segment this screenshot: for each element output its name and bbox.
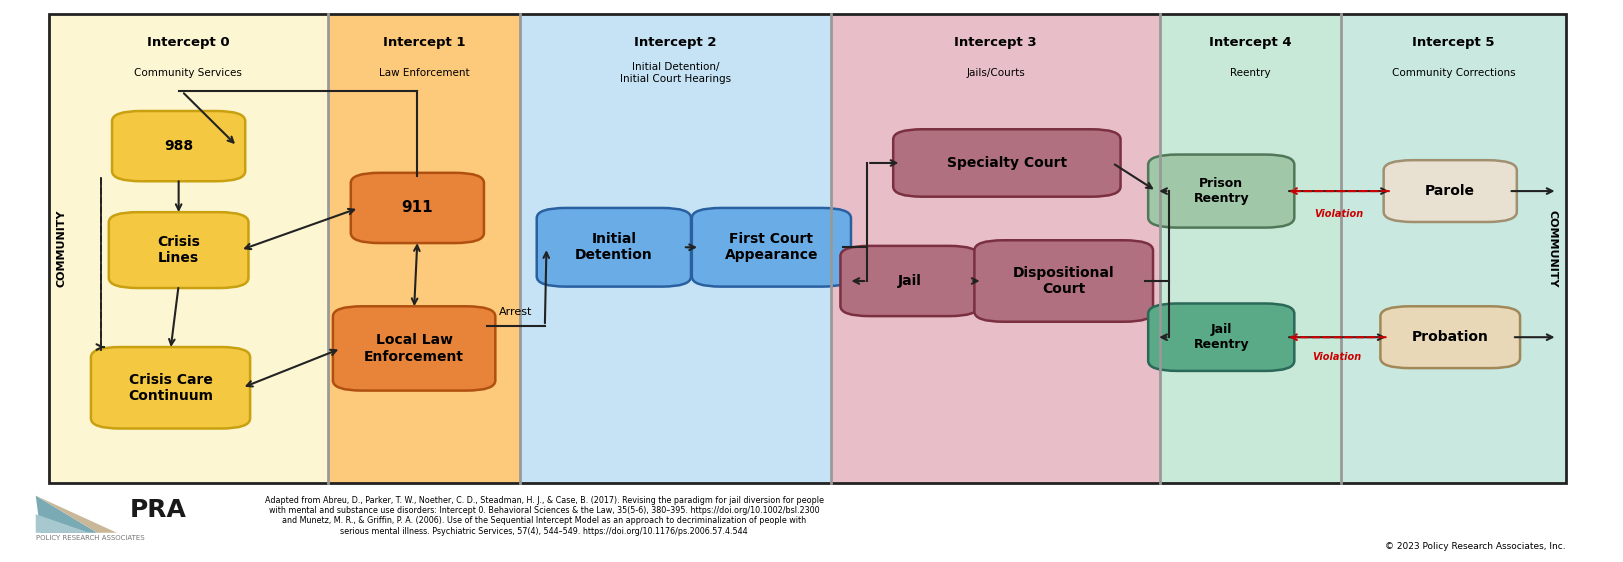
Text: Community Corrections: Community Corrections (1391, 68, 1514, 78)
Text: Intercept 0: Intercept 0 (148, 35, 229, 49)
FancyBboxPatch shape (1380, 306, 1519, 368)
Text: Intercept 3: Intercept 3 (954, 35, 1035, 49)
Text: Reentry: Reentry (1229, 68, 1271, 78)
FancyBboxPatch shape (1383, 160, 1516, 222)
FancyBboxPatch shape (109, 212, 248, 288)
Text: POLICY RESEARCH ASSOCIATES: POLICY RESEARCH ASSOCIATES (36, 536, 144, 541)
Polygon shape (36, 514, 89, 533)
Text: Adapted from Abreu, D., Parker, T. W., Noether, C. D., Steadman, H. J., & Case, : Adapted from Abreu, D., Parker, T. W., N… (265, 496, 823, 536)
FancyBboxPatch shape (893, 129, 1120, 197)
Text: Prison
Reentry: Prison Reentry (1193, 177, 1248, 205)
Text: Arrest: Arrest (498, 307, 532, 317)
FancyBboxPatch shape (537, 208, 691, 287)
Text: Intercept 2: Intercept 2 (635, 35, 716, 49)
Bar (1341, 14, 1565, 483)
Text: Community Services: Community Services (135, 68, 242, 78)
Bar (328, 14, 519, 483)
Text: Jail: Jail (898, 274, 920, 288)
FancyBboxPatch shape (91, 347, 250, 428)
Text: 911: 911 (401, 201, 433, 215)
FancyBboxPatch shape (112, 111, 245, 181)
Text: Violation: Violation (1311, 352, 1362, 362)
Text: Jail
Reentry: Jail Reentry (1193, 323, 1248, 351)
Bar (519, 14, 831, 483)
Text: © 2023 Policy Research Associates, Inc.: © 2023 Policy Research Associates, Inc. (1384, 542, 1565, 551)
Text: Crisis Care
Continuum: Crisis Care Continuum (128, 373, 213, 403)
Text: Parole: Parole (1425, 184, 1474, 198)
Bar (49, 14, 1565, 483)
Polygon shape (36, 496, 97, 533)
Bar (1159, 14, 1341, 483)
Text: Local Law
Enforcement: Local Law Enforcement (364, 333, 464, 364)
Text: COMMUNITY: COMMUNITY (1547, 210, 1556, 287)
FancyBboxPatch shape (841, 246, 977, 316)
FancyBboxPatch shape (351, 173, 484, 243)
Text: Initial Detention/
Initial Court Hearings: Initial Detention/ Initial Court Hearing… (620, 62, 730, 84)
FancyBboxPatch shape (1147, 303, 1294, 371)
Text: Violation: Violation (1313, 209, 1363, 219)
Text: Jails/Courts: Jails/Courts (966, 68, 1024, 78)
Text: 988: 988 (164, 139, 193, 153)
Polygon shape (36, 496, 117, 533)
FancyBboxPatch shape (974, 241, 1152, 321)
FancyBboxPatch shape (333, 306, 495, 391)
Bar (831, 14, 1159, 483)
Text: Intercept 1: Intercept 1 (383, 35, 464, 49)
Text: Specialty Court: Specialty Court (946, 156, 1066, 170)
Text: Initial
Detention: Initial Detention (575, 232, 652, 262)
Text: COMMUNITY: COMMUNITY (57, 210, 67, 287)
FancyBboxPatch shape (691, 208, 850, 287)
Text: Probation: Probation (1410, 330, 1488, 344)
Bar (49, 14, 328, 483)
Text: Intercept 5: Intercept 5 (1412, 35, 1493, 49)
Text: Law Enforcement: Law Enforcement (378, 68, 469, 78)
Text: PRA: PRA (130, 498, 187, 522)
Text: Dispositional
Court: Dispositional Court (1013, 266, 1113, 296)
Text: Crisis
Lines: Crisis Lines (157, 235, 200, 265)
Text: Intercept 4: Intercept 4 (1209, 35, 1290, 49)
FancyBboxPatch shape (1147, 155, 1294, 228)
Text: First Court
Appearance: First Court Appearance (724, 232, 818, 262)
